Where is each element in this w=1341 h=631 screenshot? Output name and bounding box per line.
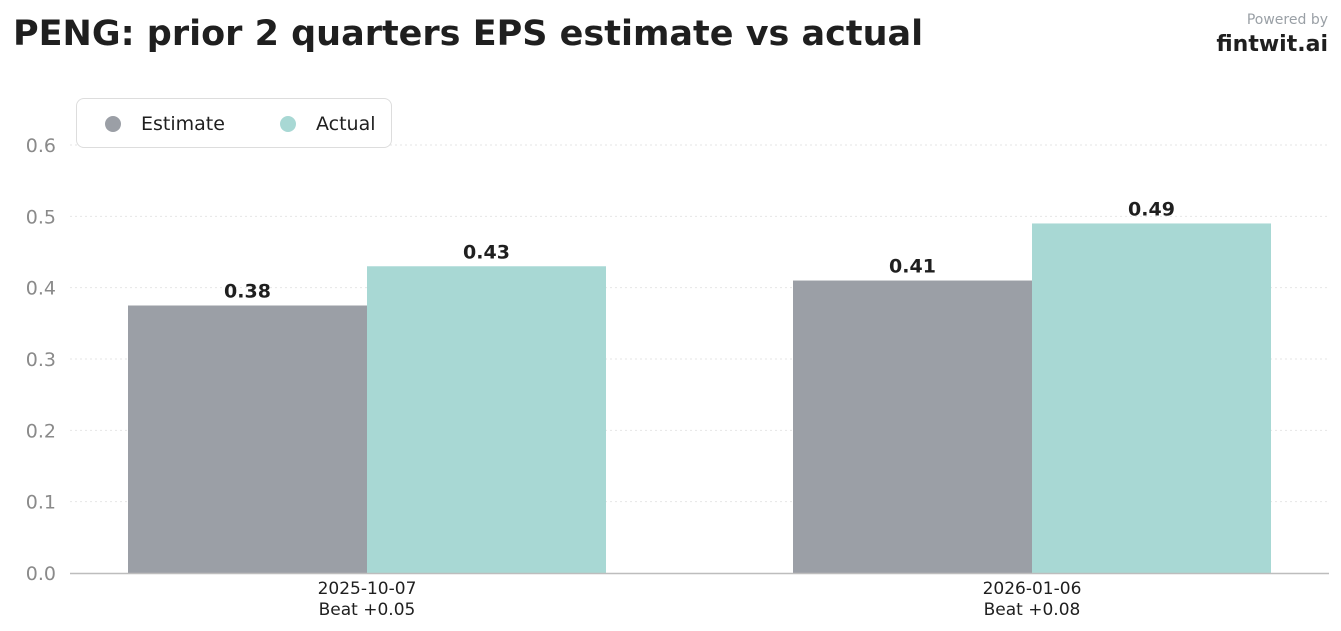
legend-label-estimate: Estimate: [141, 113, 225, 135]
legend-label-actual: Actual: [316, 113, 376, 135]
x-tick-label: 2025-10-07: [318, 579, 417, 599]
data-label: 0.38: [224, 281, 271, 303]
brand-logo: fintwit.ai: [1216, 32, 1328, 57]
y-tick-label: 0.4: [26, 278, 56, 300]
x-tick-sublabel: Beat +0.05: [319, 600, 416, 620]
bar-estimate: [128, 305, 367, 573]
y-tick-label: 0.2: [26, 420, 56, 442]
legend-item-estimate: Estimate: [105, 99, 225, 149]
y-tick-label: 0.0: [26, 563, 56, 585]
y-tick-label: 0.5: [26, 206, 56, 228]
chart-legend: Estimate Actual: [76, 98, 392, 148]
data-label: 0.41: [889, 256, 936, 278]
data-label: 0.43: [463, 241, 510, 263]
x-tick-sublabel: Beat +0.08: [984, 600, 1081, 620]
data-label: 0.49: [1128, 198, 1175, 220]
x-tick-label: 2026-01-06: [983, 579, 1082, 599]
legend-item-actual: Actual: [280, 99, 376, 149]
legend-dot-actual-icon: [280, 116, 296, 132]
y-tick-label: 0.3: [26, 349, 56, 371]
bar-actual: [1032, 223, 1271, 573]
bar-estimate: [793, 280, 1032, 573]
powered-by-label: Powered by: [1246, 12, 1328, 28]
bar-actual: [367, 266, 606, 573]
y-tick-label: 0.1: [26, 492, 56, 514]
chart-title: PENG: prior 2 quarters EPS estimate vs a…: [13, 14, 924, 54]
y-tick-label: 0.6: [26, 135, 56, 157]
legend-dot-estimate-icon: [105, 116, 121, 132]
